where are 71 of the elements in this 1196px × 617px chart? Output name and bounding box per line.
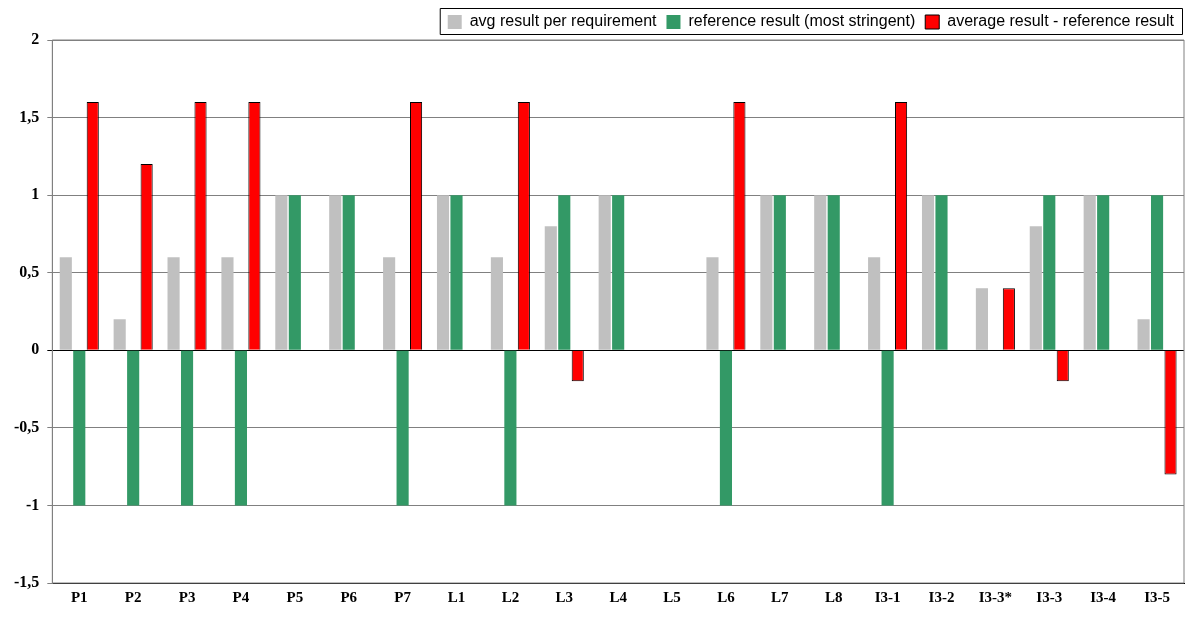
bar bbox=[1097, 195, 1110, 350]
bar bbox=[1083, 195, 1096, 350]
bar bbox=[719, 350, 733, 506]
y-tick-label: -0,5 bbox=[14, 418, 40, 435]
y-tick-label: -1 bbox=[26, 495, 40, 513]
bar bbox=[975, 288, 988, 350]
x-tick-label: L5 bbox=[663, 588, 681, 605]
legend-label: average result - reference result bbox=[947, 12, 1175, 30]
bar bbox=[167, 257, 180, 350]
bar bbox=[773, 195, 786, 350]
x-tick-label: P3 bbox=[178, 588, 196, 605]
bar bbox=[827, 195, 840, 350]
bar bbox=[342, 195, 355, 350]
bar bbox=[288, 195, 301, 350]
y-tick-label: 1,5 bbox=[19, 107, 40, 125]
bar bbox=[234, 350, 247, 506]
x-tick-label: L7 bbox=[771, 588, 790, 605]
bar bbox=[113, 319, 126, 350]
bar bbox=[180, 350, 194, 506]
y-tick-label: 1 bbox=[31, 185, 40, 203]
bar bbox=[1150, 195, 1164, 350]
x-tick-label: L1 bbox=[447, 588, 466, 605]
x-tick-label: P5 bbox=[286, 588, 304, 605]
y-tick-label: 0,5 bbox=[19, 262, 40, 280]
x-tick-label: L4 bbox=[609, 588, 628, 605]
bar bbox=[127, 350, 140, 506]
y-tick-label: 2 bbox=[31, 30, 40, 48]
bar bbox=[490, 257, 503, 350]
bar bbox=[881, 350, 894, 506]
legend-label: reference result (most stringent) bbox=[688, 12, 916, 30]
bar bbox=[504, 350, 517, 506]
x-tick-label: P2 bbox=[124, 588, 142, 605]
x-tick-label: P1 bbox=[70, 588, 88, 605]
x-tick-label: P7 bbox=[394, 588, 412, 605]
x-tick-label: L3 bbox=[555, 588, 574, 605]
x-tick-label: P6 bbox=[340, 588, 358, 605]
x-tick-label: I3-3 bbox=[1036, 588, 1063, 605]
bar bbox=[383, 257, 396, 350]
y-tick-label: 0 bbox=[31, 340, 40, 358]
bar bbox=[396, 350, 409, 506]
x-tick-label: P4 bbox=[232, 588, 250, 605]
legend-label: avg result per requirement bbox=[469, 12, 658, 30]
bar bbox=[935, 195, 948, 350]
bar bbox=[1029, 226, 1042, 350]
x-tick-label: I3-3* bbox=[978, 588, 1013, 605]
bar bbox=[544, 226, 557, 350]
bar bbox=[921, 195, 935, 350]
bar bbox=[1137, 319, 1150, 350]
bar bbox=[760, 195, 773, 350]
x-tick-label: L8 bbox=[824, 588, 843, 605]
bar bbox=[275, 195, 288, 350]
x-tick-label: I3-1 bbox=[874, 588, 901, 605]
bar bbox=[436, 195, 450, 350]
bar bbox=[221, 257, 234, 350]
bar bbox=[598, 195, 611, 350]
bar bbox=[706, 257, 719, 350]
bar bbox=[868, 257, 881, 350]
y-tick-label: -1,5 bbox=[14, 573, 40, 591]
x-tick-label: I3-2 bbox=[928, 588, 955, 605]
bar bbox=[450, 195, 463, 350]
x-tick-label: I3-5 bbox=[1144, 588, 1170, 605]
bar bbox=[329, 195, 342, 350]
bar bbox=[1043, 195, 1056, 350]
bar bbox=[73, 350, 86, 506]
bar bbox=[59, 257, 72, 350]
x-tick-label: L6 bbox=[717, 588, 736, 605]
x-tick-label: I3-4 bbox=[1090, 588, 1117, 605]
x-tick-label: L2 bbox=[501, 588, 520, 605]
bar bbox=[814, 195, 827, 350]
bar bbox=[558, 195, 571, 350]
bar bbox=[612, 195, 625, 350]
